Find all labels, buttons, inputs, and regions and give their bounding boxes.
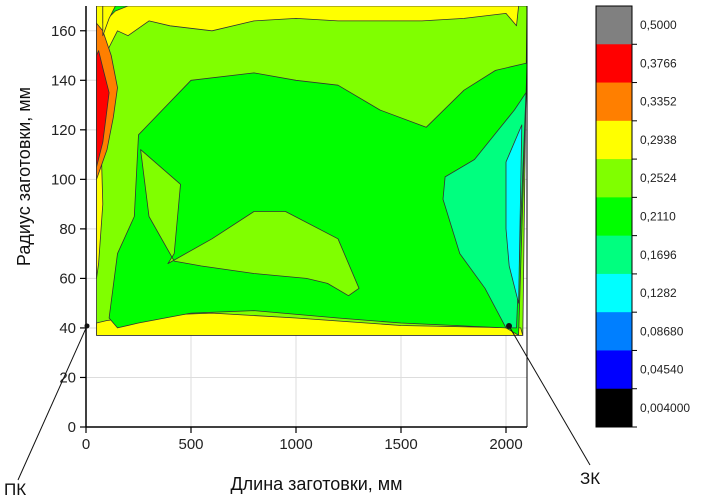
contour-region bbox=[505, 124, 523, 304]
pk-marker bbox=[84, 323, 90, 329]
zk-leader-line bbox=[508, 325, 591, 466]
y-tick-label: 140 bbox=[51, 72, 76, 89]
y-tick-label: 100 bbox=[51, 171, 76, 188]
colorbar: 0,5000 0,3766 0,3352 0,2938 0,2524 0,2110 0,16… bbox=[595, 5, 690, 428]
x-tick-label: 500 bbox=[178, 436, 203, 453]
colorbar-swatch bbox=[596, 273, 632, 313]
colorbar-label: 0,04540 bbox=[640, 363, 684, 377]
colorbar-label: 0,004000 bbox=[640, 401, 690, 415]
colorbar-label: 0,1696 bbox=[640, 248, 677, 262]
colorbar-swatch bbox=[596, 388, 632, 428]
contour-region bbox=[96, 50, 110, 168]
y-tick-label: 20 bbox=[59, 369, 76, 386]
zk-marker bbox=[506, 322, 512, 329]
y-tick-label: 80 bbox=[59, 221, 76, 238]
y-axis-ticks: 0 20 40 60 80 100 120 140 160 bbox=[51, 23, 86, 436]
annotations: ПК ЗК bbox=[4, 322, 600, 499]
contour-region bbox=[140, 149, 360, 297]
colorbar-label: 0,5000 bbox=[640, 18, 677, 32]
colorbar-label: 0,08680 bbox=[640, 324, 684, 338]
y-tick-label: 40 bbox=[59, 320, 76, 337]
colorbar-swatch bbox=[596, 235, 632, 275]
colorbar-label: 0,3766 bbox=[640, 56, 677, 70]
colorbar-label: 0,1282 bbox=[640, 286, 677, 300]
colorbar-label: 0,2110 bbox=[640, 210, 676, 224]
x-axis-ticks: 0 500 1000 1500 2000 bbox=[82, 427, 523, 453]
colorbar-swatch bbox=[596, 6, 632, 45]
colorbar-swatch bbox=[596, 197, 632, 237]
pk-leader-line bbox=[17, 325, 88, 481]
colorbar-swatch bbox=[596, 82, 632, 122]
colorbar-swatch bbox=[596, 350, 632, 390]
y-axis-title: Радиус заготовки, мм bbox=[14, 87, 34, 266]
contour-region bbox=[96, 312, 524, 336]
y-tick-label: 0 bbox=[68, 419, 76, 436]
colorbar-frame bbox=[595, 5, 633, 428]
contour-region bbox=[102, 6, 116, 37]
x-tick-label: 2000 bbox=[489, 436, 522, 453]
pk-label: ПК bbox=[4, 480, 26, 499]
contour-regions bbox=[96, 6, 527, 336]
colorbar-swatch bbox=[596, 44, 632, 84]
x-axis-title: Длина заготовки, мм bbox=[230, 474, 402, 494]
x-tick-label: 0 bbox=[82, 436, 90, 453]
colorbar-label: 0,2938 bbox=[640, 133, 677, 147]
colorbar-label: 0,3352 bbox=[640, 95, 677, 109]
x-tick-label: 1000 bbox=[279, 436, 312, 453]
y-tick-label: 60 bbox=[59, 270, 76, 287]
y-tick-label: 120 bbox=[51, 122, 76, 139]
y-tick-label: 160 bbox=[51, 23, 76, 40]
colorbar-swatch bbox=[596, 312, 632, 351]
colorbar-swatch bbox=[596, 159, 632, 198]
colorbar-swatch bbox=[596, 120, 632, 160]
zk-label: ЗК bbox=[580, 469, 600, 488]
x-tick-label: 1500 bbox=[384, 436, 417, 453]
colorbar-label: 0,2524 bbox=[640, 171, 677, 185]
